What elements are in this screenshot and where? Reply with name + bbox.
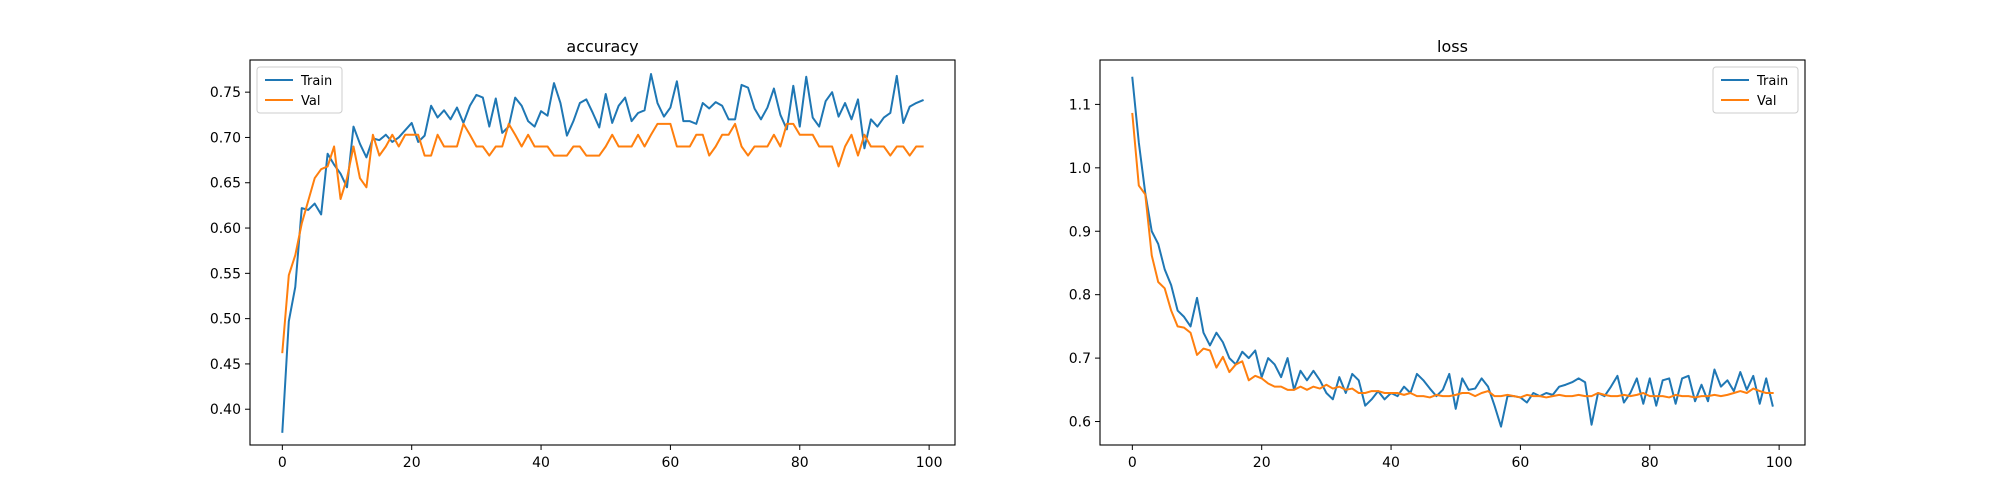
loss-y-tick-label: 0.7 [1069, 351, 1091, 367]
accuracy-y-tick-label: 0.40 [210, 402, 241, 418]
accuracy-x-tick-label: 60 [661, 455, 679, 471]
loss-series-line-train [1131, 76, 1774, 428]
loss-x-tick-label: 100 [1766, 455, 1793, 471]
loss-legend-label-val: Val [1757, 94, 1776, 109]
accuracy-legend: Train Val [256, 66, 343, 114]
accuracy-y-tick-label: 0.50 [210, 312, 241, 328]
loss-legend-label-train: Train [1756, 74, 1788, 89]
loss-y-tick-label: 1.1 [1069, 97, 1091, 113]
accuracy-axes-frame [249, 59, 956, 446]
accuracy-legend-box [256, 66, 343, 114]
loss-series-lines [1131, 76, 1774, 428]
loss-y-tick-label: 1.0 [1069, 161, 1091, 177]
accuracy-series-line-val [281, 122, 924, 354]
accuracy-y-tick-label: 0.65 [210, 176, 241, 192]
accuracy-y-tick-label: 0.75 [210, 85, 241, 101]
accuracy-x-tick-label: 40 [532, 455, 550, 471]
loss-axes-frame [1099, 59, 1806, 446]
accuracy-x-tick-label: 0 [278, 455, 287, 471]
accuracy-legend-label-val: Val [301, 94, 320, 109]
accuracy-y-tick-label: 0.70 [210, 130, 241, 146]
loss-legend-box [1712, 66, 1799, 114]
accuracy-series-line-train [281, 73, 924, 433]
loss-chart-title: loss [1437, 37, 1468, 56]
accuracy-x-tick-label: 20 [403, 455, 421, 471]
loss-legend: Train Val [1712, 66, 1799, 114]
loss-x-tick-label: 20 [1253, 455, 1271, 471]
loss-x-tick-label: 80 [1641, 455, 1659, 471]
loss-y-tick-label: 0.8 [1069, 288, 1091, 304]
loss-y-tick-label: 0.9 [1069, 224, 1091, 240]
accuracy-x-tick-label: 80 [791, 455, 809, 471]
accuracy-chart-title: accuracy [566, 37, 638, 56]
loss-series-line-val [1131, 112, 1774, 399]
accuracy-legend-label-train: Train [300, 74, 332, 89]
accuracy-x-tick-label: 100 [916, 455, 943, 471]
accuracy-y-tick-label: 0.60 [210, 221, 241, 237]
loss-x-tick-label: 40 [1382, 455, 1400, 471]
accuracy-series-lines [281, 73, 924, 433]
accuracy-y-tick-label: 0.45 [210, 357, 241, 373]
accuracy-chart: 0 20 40 60 80 100 0.40 0.45 0.50 0.55 0.60 0.65 0.70… [210, 37, 956, 471]
loss-x-tick-label: 0 [1128, 455, 1137, 471]
loss-y-tick-label: 0.6 [1069, 415, 1091, 431]
loss-chart: 0 20 40 60 80 100 0.6 0.7 0.8 0.9 1.0 1.1 loss Train V… [1069, 37, 1806, 471]
loss-x-tick-label: 60 [1511, 455, 1529, 471]
accuracy-y-tick-label: 0.55 [210, 266, 241, 282]
